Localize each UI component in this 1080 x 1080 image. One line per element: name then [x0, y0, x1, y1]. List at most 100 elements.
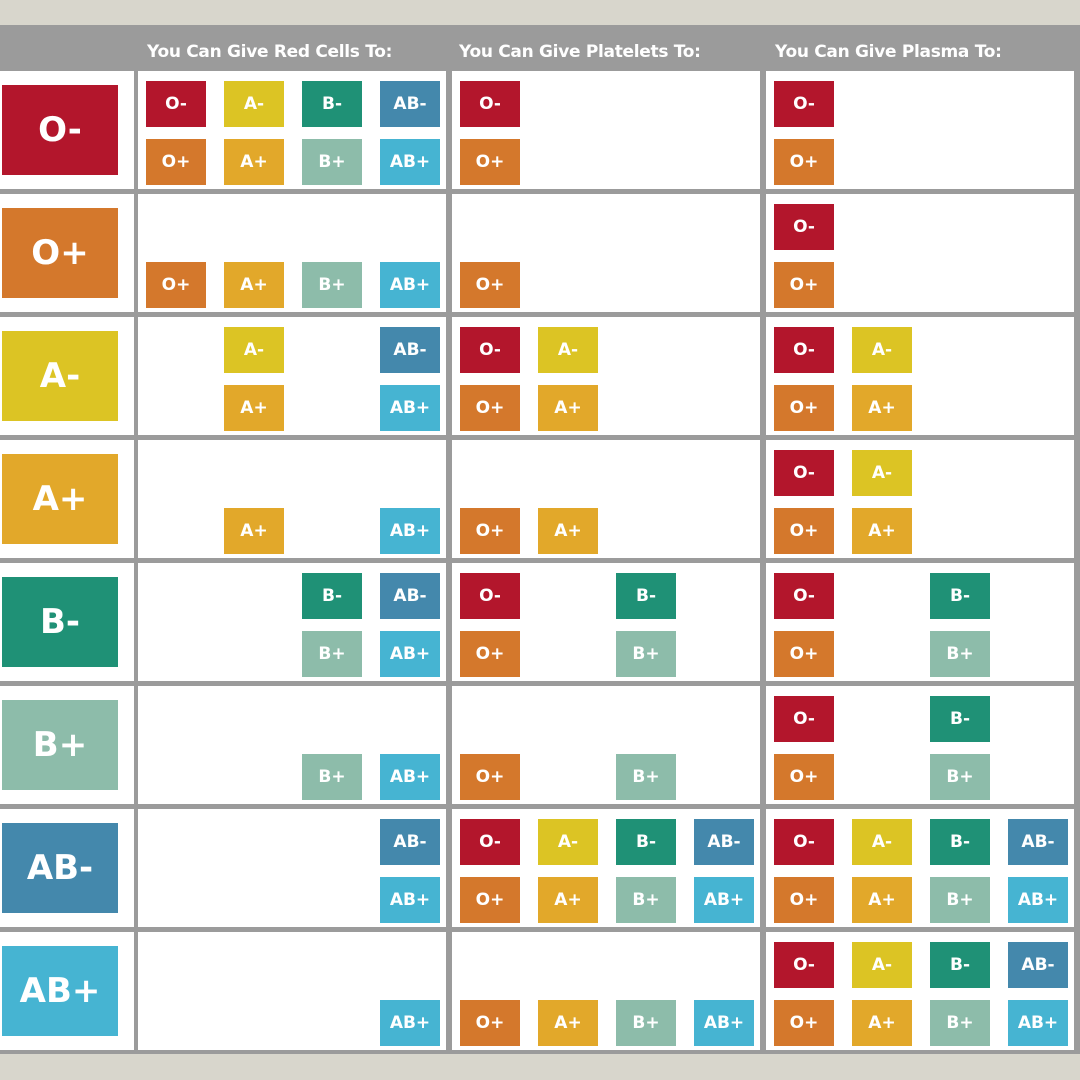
donor-type-apos: A+	[2, 454, 118, 544]
donor-type-bpos: B+	[2, 700, 118, 790]
platelets-cell: O- A- O+ A+	[452, 317, 760, 435]
red-cells-cell: B+ AB+	[138, 686, 446, 804]
recipient-chip: AB-	[380, 819, 440, 865]
recipient-chip: O-	[460, 327, 520, 373]
donor-cell: B+	[0, 686, 134, 804]
blood-compatibility-chart: You Can Give Red Cells To: You Can Give …	[0, 25, 1080, 1054]
plasma-cell: O- A- O+ A+	[766, 440, 1074, 558]
recipient-chip: O-	[146, 81, 206, 127]
plasma-cell: O- A- B- AB- O+ A+ B+ AB+	[766, 932, 1074, 1050]
recipient-chip: B+	[302, 262, 362, 308]
recipient-chip: O+	[146, 262, 206, 308]
platelets-cell: O- A- B- AB- O+ A+ B+ AB+	[452, 809, 760, 927]
recipient-chip: O+	[774, 1000, 834, 1046]
recipient-chip: O+	[774, 877, 834, 923]
recipient-chip: A+	[538, 385, 598, 431]
recipient-chip: AB-	[1008, 942, 1068, 988]
recipient-chip: AB+	[380, 877, 440, 923]
recipient-chip: B-	[930, 819, 990, 865]
recipient-chip: B-	[930, 573, 990, 619]
recipient-chip: A+	[224, 262, 284, 308]
recipient-chip: A+	[852, 1000, 912, 1046]
red-cells-cell: O- A- B- AB- O+ A+ B+ AB+	[138, 71, 446, 189]
plasma-cell: O- A- B- AB- O+ A+ B+ AB+	[766, 809, 1074, 927]
recipient-chip: AB-	[380, 327, 440, 373]
recipient-chip: B+	[302, 754, 362, 800]
donor-type-bneg: B-	[2, 577, 118, 667]
header-plasma: You Can Give Plasma To:	[775, 42, 1002, 62]
donor-type-opos: O+	[2, 208, 118, 298]
recipient-chip: A+	[852, 385, 912, 431]
recipient-chip: AB+	[380, 262, 440, 308]
recipient-chip: A+	[224, 508, 284, 554]
red-cells-cell: AB- AB+	[138, 809, 446, 927]
recipient-chip: O+	[460, 631, 520, 677]
recipient-chip: O+	[460, 508, 520, 554]
recipient-chip: O+	[774, 139, 834, 185]
recipient-chip: A-	[224, 327, 284, 373]
recipient-chip: A+	[852, 508, 912, 554]
platelets-cell: O- O+	[452, 71, 760, 189]
recipient-chip: O-	[774, 204, 834, 250]
recipient-chip: O-	[774, 942, 834, 988]
recipient-chip: O+	[460, 139, 520, 185]
plasma-cell: O- A- O+ A+	[766, 317, 1074, 435]
recipient-chip: B+	[302, 139, 362, 185]
recipient-chip: A+	[538, 877, 598, 923]
recipient-chip: O+	[774, 385, 834, 431]
recipient-chip: A-	[852, 327, 912, 373]
recipient-chip: O+	[774, 754, 834, 800]
recipient-chip: O+	[460, 754, 520, 800]
plasma-cell: O- O+	[766, 194, 1074, 312]
donor-cell: O+	[0, 194, 134, 312]
recipient-chip: AB+	[380, 1000, 440, 1046]
recipient-chip: O-	[774, 819, 834, 865]
recipient-chip: A-	[852, 450, 912, 496]
donor-cell: AB-	[0, 809, 134, 927]
donor-type-aneg: A-	[2, 331, 118, 421]
recipient-chip: B-	[302, 81, 362, 127]
recipient-chip: AB+	[380, 631, 440, 677]
donor-cell: AB+	[0, 932, 134, 1050]
recipient-chip: O-	[774, 450, 834, 496]
recipient-chip: B+	[930, 1000, 990, 1046]
red-cells-cell: A- AB- A+ AB+	[138, 317, 446, 435]
recipient-chip: AB+	[380, 508, 440, 554]
recipient-chip: AB+	[380, 385, 440, 431]
recipient-chip: A+	[224, 139, 284, 185]
recipient-chip: B-	[616, 819, 676, 865]
recipient-chip: AB+	[1008, 1000, 1068, 1046]
red-cells-cell: AB+	[138, 932, 446, 1050]
platelets-cell: O+	[452, 194, 760, 312]
recipient-chip: O+	[460, 1000, 520, 1046]
recipient-chip: B+	[930, 754, 990, 800]
recipient-chip: A-	[852, 942, 912, 988]
header-platelets: You Can Give Platelets To:	[459, 42, 701, 62]
recipient-chip: AB-	[694, 819, 754, 865]
recipient-chip: O+	[460, 877, 520, 923]
recipient-chip: O+	[774, 262, 834, 308]
recipient-chip: B-	[930, 942, 990, 988]
donor-cell: B-	[0, 563, 134, 681]
recipient-chip: O-	[460, 573, 520, 619]
recipient-chip: B+	[616, 631, 676, 677]
recipient-chip: O-	[774, 327, 834, 373]
recipient-chip: O+	[460, 262, 520, 308]
red-cells-cell: A+ AB+	[138, 440, 446, 558]
platelets-cell: O- B- O+ B+	[452, 563, 760, 681]
red-cells-cell: B- AB- B+ AB+	[138, 563, 446, 681]
recipient-chip: O-	[774, 573, 834, 619]
recipient-chip: A-	[852, 819, 912, 865]
platelets-cell: O+ B+	[452, 686, 760, 804]
recipient-chip: AB-	[1008, 819, 1068, 865]
donor-cell: A-	[0, 317, 134, 435]
header-red-cells: You Can Give Red Cells To:	[147, 42, 393, 62]
recipient-chip: A+	[538, 1000, 598, 1046]
recipient-chip: AB-	[380, 81, 440, 127]
recipient-chip: AB+	[694, 877, 754, 923]
recipient-chip: AB-	[380, 573, 440, 619]
donor-type-oneg: O-	[2, 85, 118, 175]
recipient-chip: A-	[538, 327, 598, 373]
recipient-chip: O+	[774, 631, 834, 677]
platelets-cell: O+ A+	[452, 440, 760, 558]
